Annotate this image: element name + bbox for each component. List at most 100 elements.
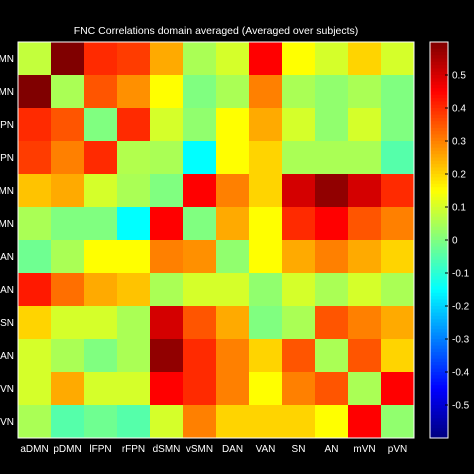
colorbar-segment [430, 117, 448, 122]
heatmap-cell [381, 240, 415, 274]
heatmap-cell [18, 306, 52, 340]
heatmap-cell [84, 240, 118, 274]
colorbar-segment [430, 203, 448, 208]
heatmap-cell [150, 372, 184, 406]
heatmap-cell [348, 42, 382, 76]
heatmap-cell [51, 75, 85, 109]
heatmap-cell [150, 273, 184, 307]
heatmap-cell [183, 372, 217, 406]
colorbar-segment [430, 381, 448, 386]
heatmap-cell [150, 405, 184, 439]
heatmap-cell [381, 372, 415, 406]
heatmap-cell [150, 240, 184, 274]
colorbar-segment [430, 223, 448, 228]
y-tick-label: AN [0, 285, 14, 296]
heatmap-cell [51, 273, 85, 307]
colorbar-segment [430, 431, 448, 436]
colorbar-tick-label: -0.4 [452, 368, 470, 379]
colorbar-segment [430, 391, 448, 396]
heatmap-cell [18, 372, 52, 406]
heatmap-cell [117, 372, 151, 406]
colorbar-segment [430, 292, 448, 297]
colorbar-segment [430, 183, 448, 188]
heatmap-cell [51, 240, 85, 274]
colorbar-segment [430, 210, 448, 215]
heatmap-cell [183, 141, 217, 175]
heatmap-cell [117, 75, 151, 109]
y-tick-label: DMN [0, 87, 14, 98]
colorbar-segment [430, 256, 448, 261]
heatmap-cell [216, 405, 250, 439]
colorbar-segment [430, 414, 448, 419]
heatmap-cell [282, 207, 316, 241]
heatmap-cell [249, 42, 283, 76]
y-tick-label: VN [0, 384, 14, 395]
colorbar-segment [430, 319, 448, 324]
colorbar-segment [430, 421, 448, 426]
heatmap-cell [216, 141, 250, 175]
x-tick-label: dSMN [153, 444, 181, 455]
heatmap-cell [183, 273, 217, 307]
heatmap-cell [216, 240, 250, 274]
x-tick-label: pVN [388, 444, 407, 455]
colorbar-segment [430, 81, 448, 86]
colorbar-segment [430, 174, 448, 178]
colorbar-segment [430, 309, 448, 314]
colorbar-segment [430, 71, 448, 76]
heatmap-cell [51, 405, 85, 439]
x-tick-label: SN [292, 444, 306, 455]
heatmap-cell [249, 306, 283, 340]
heatmap-cell [315, 339, 349, 373]
heatmap-cell [315, 405, 349, 439]
colorbar-segment [430, 385, 448, 390]
colorbar-segment [430, 424, 448, 429]
colorbar-segment [430, 342, 448, 347]
colorbar-segment [430, 355, 448, 360]
x-tick-label: aDMN [20, 444, 48, 455]
heatmap-cell [117, 174, 151, 208]
heatmap-cell [51, 108, 85, 142]
heatmap-cell [183, 75, 217, 109]
colorbar-segment [430, 282, 448, 287]
heatmap-cell [216, 75, 250, 109]
colorbar-tick-label: 0 [452, 236, 458, 247]
heatmap-cell [183, 240, 217, 274]
heatmap-cell [249, 141, 283, 175]
heatmap-cell [216, 273, 250, 307]
heatmap-cell [183, 306, 217, 340]
heatmap-cell [150, 339, 184, 373]
colorbar-segment [430, 131, 448, 135]
y-tick-label: FPN [0, 153, 14, 164]
colorbar-tick-label: 0.3 [452, 137, 466, 148]
heatmap-cell [117, 273, 151, 307]
colorbar-segment [430, 289, 448, 294]
heatmap-cell [51, 42, 85, 76]
colorbar-segment [430, 167, 448, 172]
colorbar-segment [430, 411, 448, 416]
colorbar-segment [430, 279, 448, 284]
heatmap-cell [117, 240, 151, 274]
colorbar-segment [430, 170, 448, 175]
colorbar-segment [430, 368, 448, 373]
colorbar-segment [430, 94, 448, 99]
colorbar-tick-label: 0.2 [452, 170, 466, 181]
colorbar-segment [430, 365, 448, 370]
heatmap-cell [18, 141, 52, 175]
heatmap-cell [18, 273, 52, 307]
y-tick-label: DMN [0, 54, 14, 65]
heatmap-cell [216, 174, 250, 208]
heatmap-cell [18, 108, 52, 142]
colorbar-segment [430, 348, 448, 353]
colorbar-segment [430, 243, 448, 248]
colorbar-segment [430, 378, 448, 383]
heatmap-cell [348, 108, 382, 142]
colorbar-segment [430, 273, 448, 277]
colorbar-segment [430, 104, 448, 109]
colorbar-segment [430, 322, 448, 327]
colorbar-segment [430, 315, 448, 320]
colorbar-segment [430, 134, 448, 139]
heatmap-cell [381, 273, 415, 307]
heatmap-cell [51, 306, 85, 340]
colorbar-tick-label: -0.5 [452, 401, 470, 412]
heatmap-cell [282, 141, 316, 175]
